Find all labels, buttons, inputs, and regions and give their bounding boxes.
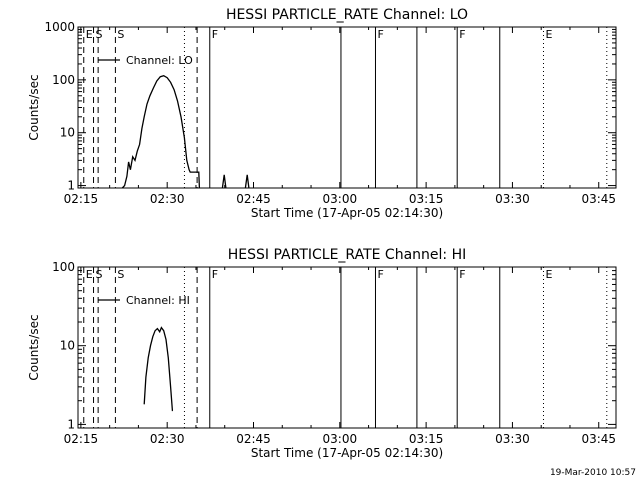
series-line-segment [143,326,174,412]
event-marker-label: S [117,268,124,281]
event-marker-label: F [377,28,383,41]
y-axis-label: Counts/sec [27,74,41,140]
event-marker-label: F [212,268,218,281]
series-line-segment [121,74,201,189]
y-tick-label: 1 [67,417,75,431]
x-tick-label: 03:00 [323,192,358,206]
y-tick-label: 1000 [44,20,75,34]
plot-frame [77,266,617,429]
x-tick-label: 03:00 [323,432,358,446]
y-tick-label: 1 [67,179,75,193]
event-marker-label: S [96,28,103,41]
event-marker-label: E [86,268,93,281]
plot-frame [77,26,617,189]
x-tick-label: 02:30 [150,432,185,446]
x-tick-label: 03:15 [409,432,444,446]
event-marker-label: F [459,28,465,41]
event-marker-label: E [545,268,552,281]
event-marker-label: E [86,28,93,41]
y-tick-label: 100 [52,260,75,274]
event-marker-label: S [117,28,124,41]
series-line-segment [244,174,250,189]
x-tick-label: 02:45 [236,192,271,206]
x-tick-label: 02:15 [64,192,99,206]
event-marker-label: E [545,28,552,41]
chart-panel-hi: HESSI PARTICLE_RATE Channel: HI 02:15 02:3… [27,247,617,460]
legend-label: Channel: LO [126,54,193,67]
x-tick-label: 03:45 [581,192,616,206]
x-tick-label: 03:30 [495,192,530,206]
chart-title: HESSI PARTICLE_RATE Channel: LO [226,7,468,23]
legend-label: Channel: HI [126,294,190,307]
y-tick-label: 100 [52,73,75,87]
x-tick-label: 03:45 [581,432,616,446]
x-tick-label: 03:30 [495,432,530,446]
event-marker-label: F [459,268,465,281]
x-tick-label: 02:15 [64,432,99,446]
event-marker-label: F [212,28,218,41]
y-tick-label: 10 [60,339,75,353]
y-axis-label: Counts/sec [27,314,41,380]
series-line-segment [221,174,227,189]
event-marker-label: S [96,268,103,281]
chart-title: HESSI PARTICLE_RATE Channel: HI [228,247,466,263]
x-tick-label: 03:15 [409,192,444,206]
event-marker-label: F [377,268,383,281]
x-tick-label: 02:30 [150,192,185,206]
y-tick-label: 10 [60,126,75,140]
generation-timestamp: 19-Mar-2010 10:57 [549,468,636,478]
chart-panel-lo: HESSI PARTICLE_RATE Channel: LO 02:15 02:3… [27,7,617,220]
x-axis-label: Start Time (17-Apr-05 02:14:30) [251,206,443,220]
x-tick-label: 02:45 [236,432,271,446]
x-axis-label: Start Time (17-Apr-05 02:14:30) [251,446,443,460]
